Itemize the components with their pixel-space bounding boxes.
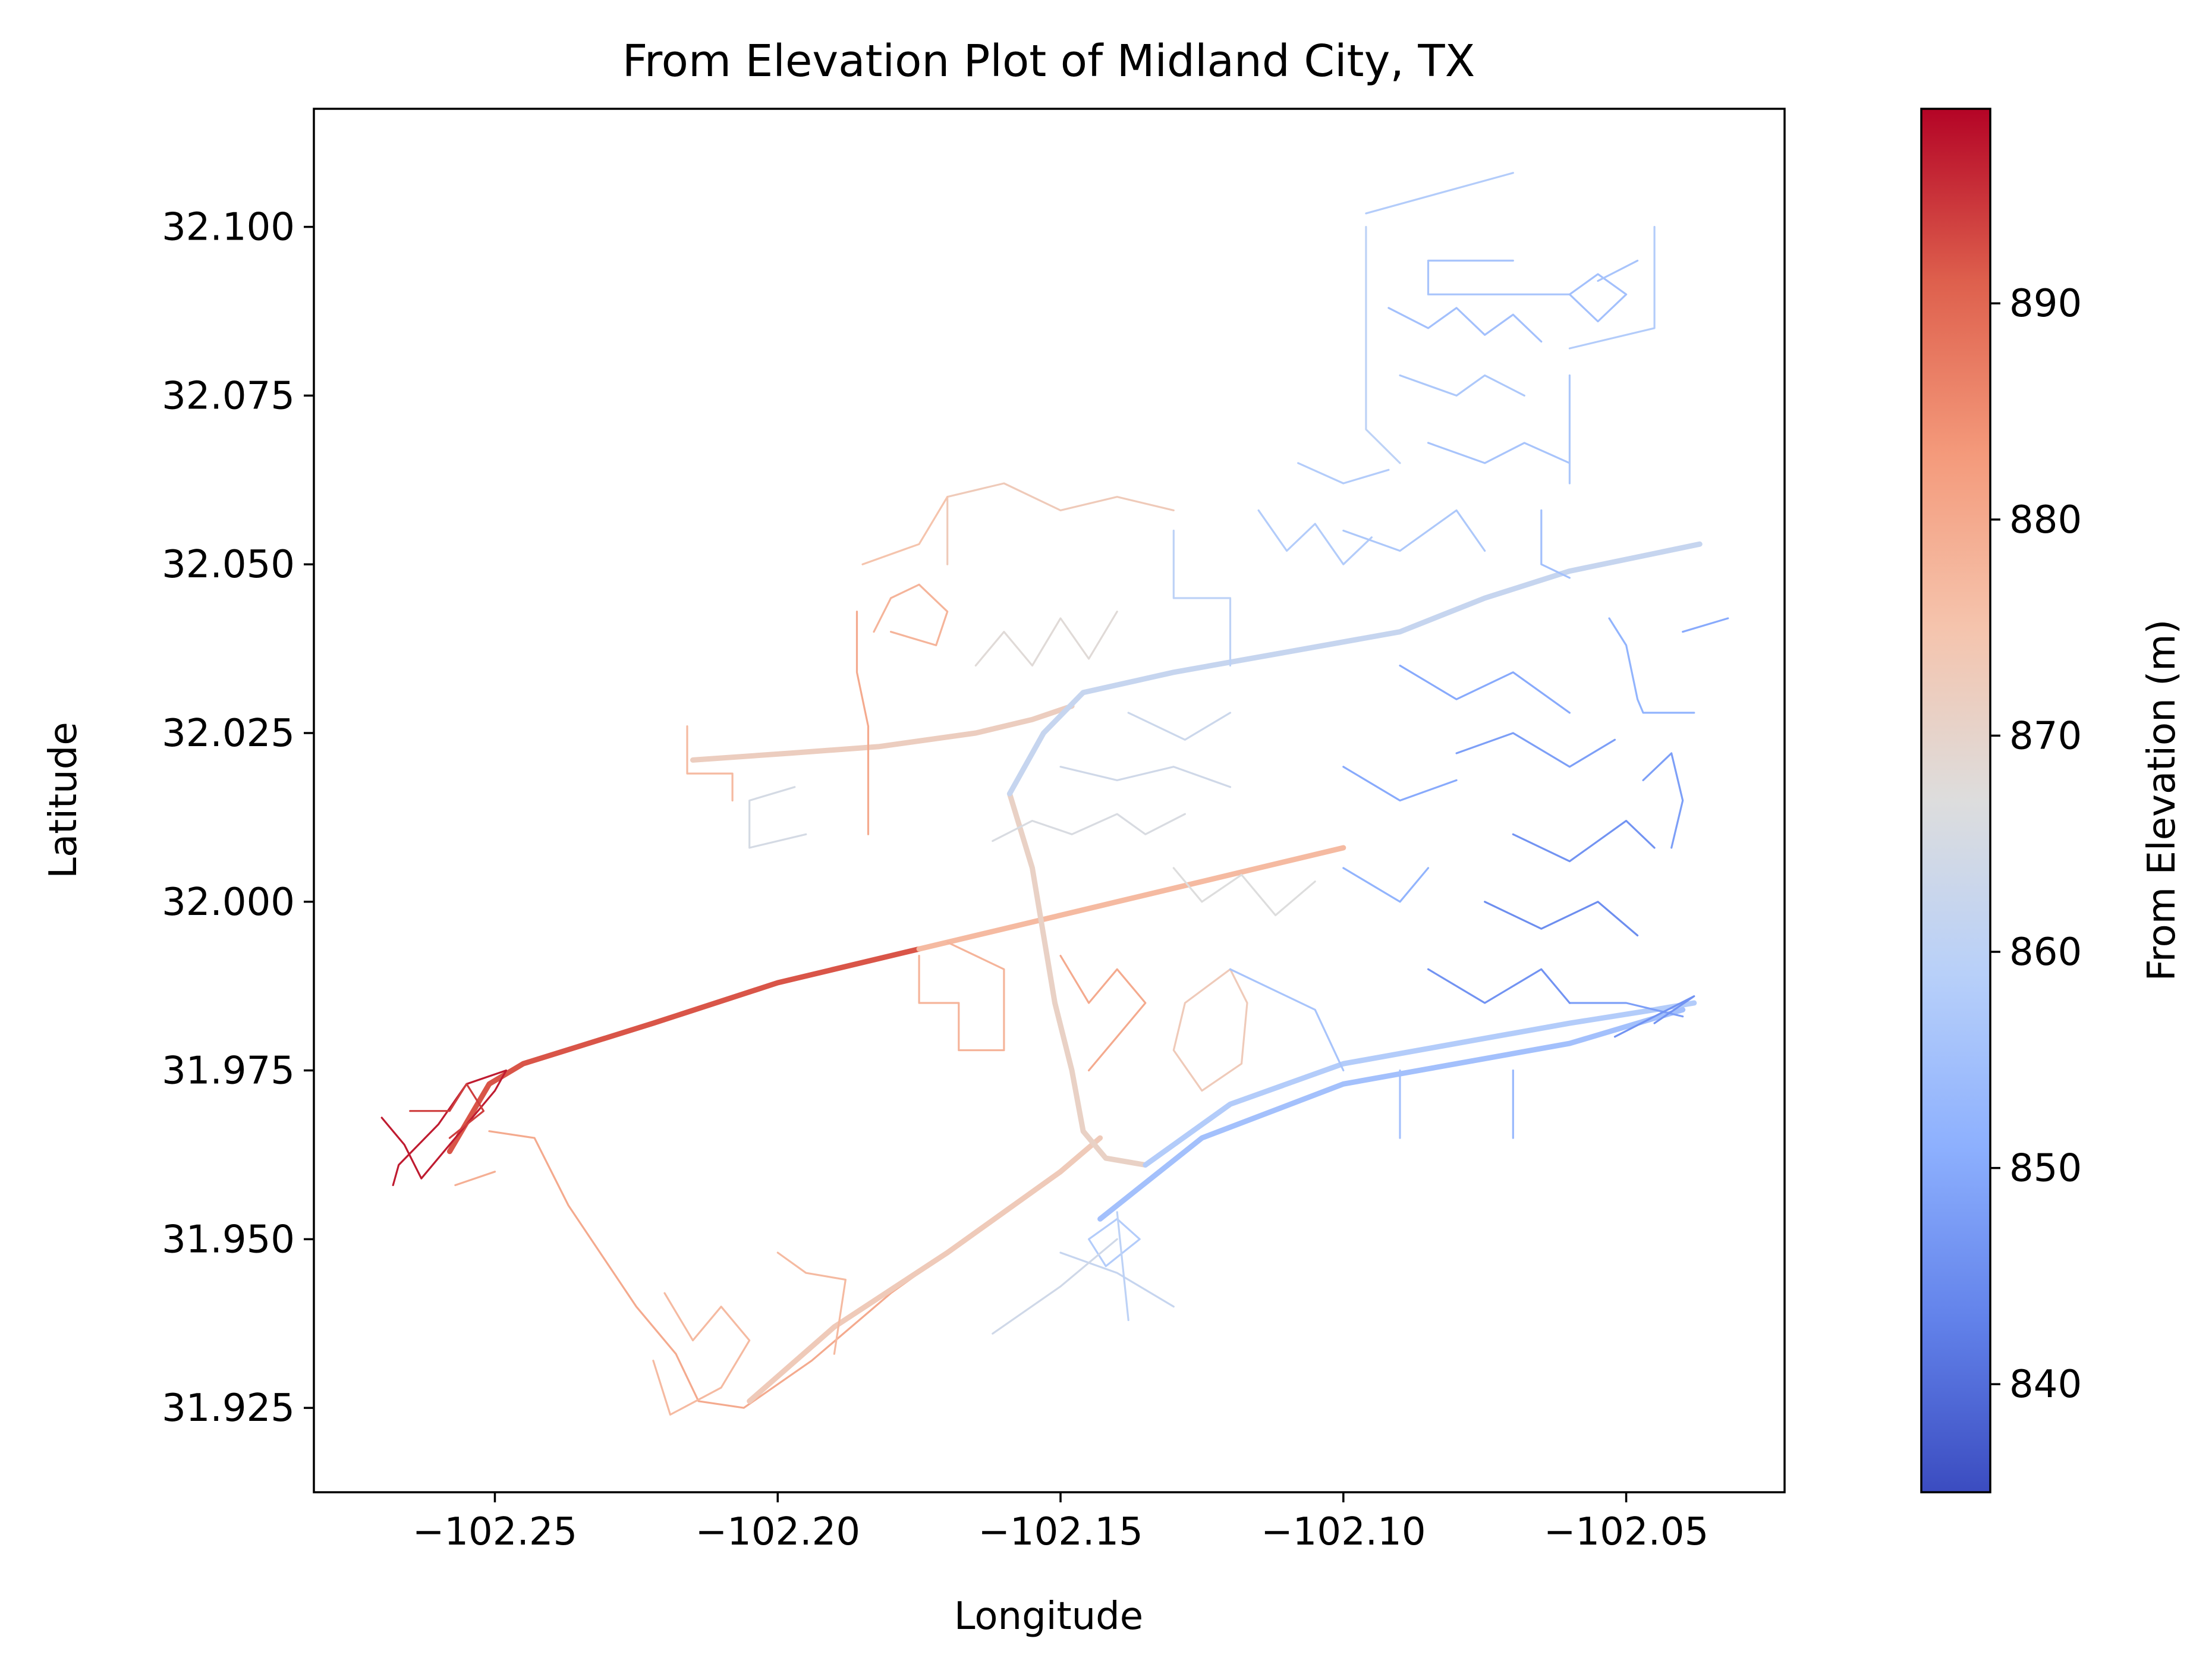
road-segment-50 [1484, 901, 1639, 937]
road-segment-23 [918, 941, 1005, 1052]
y-tick-label: 32.075 [162, 374, 295, 418]
road-segment-46 [1540, 509, 1571, 579]
road-segment-45 [1342, 509, 1486, 552]
road-segment-53 [1342, 867, 1430, 903]
road-segment-6 [409, 1083, 485, 1139]
colorbar-ticks: 840 850 860 870 880 890 [1990, 282, 2082, 1407]
road-segment-39 [1399, 374, 1525, 397]
road-segment-18 [1088, 1218, 1141, 1268]
chart-title: From Elevation Plot of Midland City, TX [622, 36, 1475, 87]
y-tick-label: 31.925 [162, 1386, 295, 1430]
road-segment-42 [1568, 226, 1656, 350]
road-segment-10 [747, 1135, 1103, 1404]
road-segment-48 [1455, 732, 1616, 768]
road-segment-33 [1257, 509, 1373, 565]
road-segment-30 [1059, 766, 1232, 788]
x-tick-label: −102.25 [413, 1510, 578, 1554]
colorbar-tick-label: 890 [2009, 282, 2082, 326]
road-segment-36 [1427, 259, 1571, 295]
road-segment-37 [1387, 307, 1543, 343]
road-segment-24 [1059, 955, 1147, 1072]
road-segment-13 [1006, 541, 1703, 797]
road-segment-47 [1399, 664, 1571, 714]
road-segment-11 [776, 1251, 847, 1355]
road-segment-27 [974, 611, 1118, 667]
y-tick-label: 32.025 [162, 712, 295, 756]
y-tick-label: 32.000 [162, 880, 295, 924]
road-segment-34 [1365, 226, 1401, 464]
road-segment-26 [946, 482, 1175, 565]
road-segment-49 [1512, 820, 1656, 863]
road-segment-12 [1006, 791, 1149, 1168]
colorbar-label: From Elevation (m) [2140, 619, 2184, 982]
x-tick-label: −102.05 [1544, 1510, 1709, 1554]
road-segment-5 [380, 1069, 508, 1187]
road-segment-17 [1613, 995, 1695, 1038]
x-tick-label: −102.15 [978, 1510, 1143, 1554]
road-segment-38 [1568, 273, 1628, 323]
y-tick-label: 31.975 [162, 1049, 295, 1093]
y-tick-label: 31.950 [162, 1218, 295, 1262]
road-segment-8 [454, 1171, 496, 1187]
road-network [380, 172, 1729, 1416]
road-segment-31 [1127, 712, 1232, 741]
colorbar-tick-label: 860 [2009, 930, 2082, 974]
road-segment-43 [1597, 259, 1639, 282]
road-segment-9 [652, 1292, 751, 1416]
plot-frame [313, 108, 1786, 1493]
y-axis: 31.925 31.950 31.975 32.000 32.025 32.050 32.0… [162, 206, 314, 1430]
road-segment-7 [488, 1130, 1005, 1409]
road-segment-0 [690, 703, 1075, 763]
road-segment-3 [446, 946, 922, 1155]
y-tick-label: 32.100 [162, 206, 295, 250]
colorbar-tick-label: 850 [2009, 1147, 2082, 1191]
road-segment-2 [855, 611, 870, 835]
road-segment-25 [873, 583, 949, 646]
road-segment-21 [1116, 1211, 1129, 1322]
road-segment-55 [1682, 617, 1729, 633]
road-segment-28 [992, 813, 1186, 842]
road-segment-57 [1229, 968, 1345, 1072]
x-axis: −102.25 −102.20 −102.15 −102.10 −102.05 [413, 1492, 1709, 1554]
road-segment-56 [1642, 752, 1684, 849]
road-segment-40 [1427, 442, 1571, 464]
road-segment-60 [748, 786, 807, 849]
road-segment-29 [1172, 867, 1316, 917]
road-segment-61 [861, 496, 949, 565]
colorbar-frame [1920, 108, 1991, 1493]
colorbar-tick-label: 840 [2009, 1363, 2082, 1407]
colorbar-gradient [1921, 109, 1990, 1492]
y-axis-label: Latitude [42, 722, 86, 878]
road-segment-35 [1365, 172, 1514, 215]
x-tick-label: −102.10 [1261, 1510, 1426, 1554]
x-axis-label: Longitude [954, 1594, 1143, 1638]
y-tick-label: 32.050 [162, 543, 295, 587]
road-segment-19 [1059, 1251, 1175, 1308]
road-segment-44 [1297, 462, 1390, 485]
colorbar-tick-label: 880 [2009, 498, 2082, 542]
colorbar-tick-label: 870 [2009, 714, 2082, 758]
road-segment-22 [1172, 968, 1248, 1092]
road-segment-54 [1608, 617, 1695, 714]
road-segment-4 [916, 845, 1346, 952]
road-segment-51 [1427, 968, 1571, 1004]
road-segment-32 [1172, 529, 1232, 667]
road-segment-1 [686, 725, 734, 802]
road-segment-52 [1342, 766, 1458, 802]
x-tick-label: −102.20 [695, 1510, 860, 1554]
road-segment-20 [992, 1238, 1118, 1335]
